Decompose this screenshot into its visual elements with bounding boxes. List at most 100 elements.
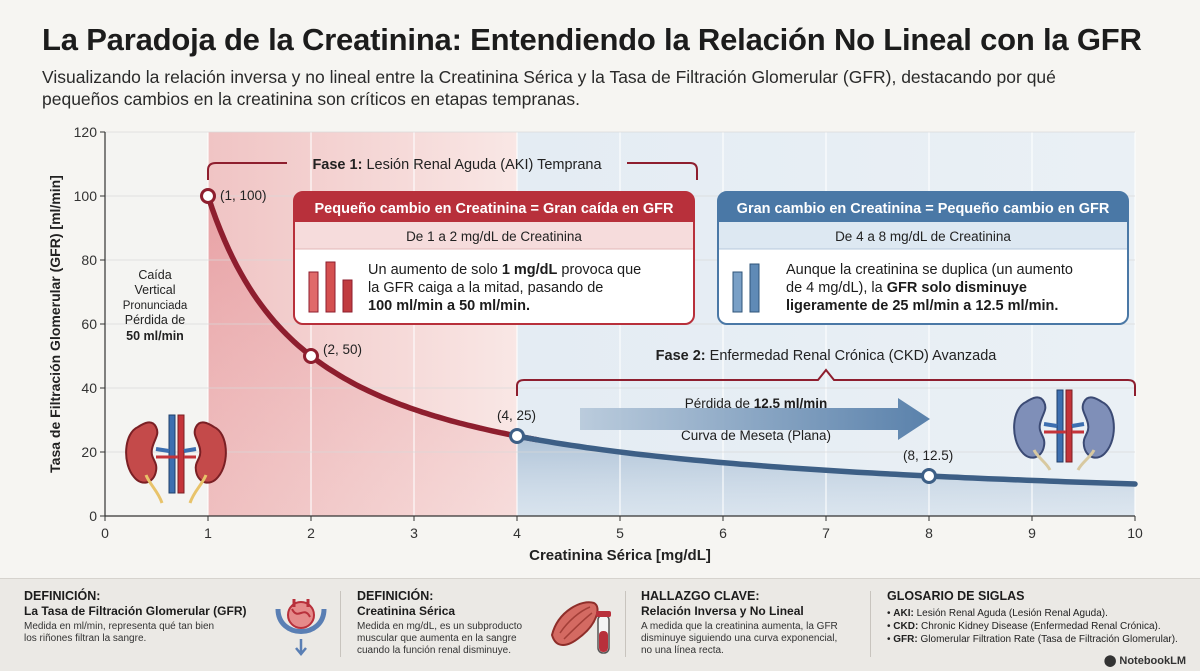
data-point-1 [303, 348, 319, 364]
footer-col1-heading: DEFINICIÓN: [24, 589, 101, 603]
large-change-box-header: Gran cambio en Creatinina = Pequeño camb… [737, 201, 1110, 217]
footer-separator-3 [870, 591, 871, 657]
bar-chart-steady-icon [732, 263, 760, 313]
large-change-box-line-1: Aunque la creatinina se duplica (un aume… [786, 262, 1073, 278]
small-change-box-header: Pequeño cambio en Creatinina = Gran caíd… [315, 201, 674, 217]
footer-col3-subheading: Relación Inversa y No Lineal [641, 604, 804, 618]
area-under-curve-phase-1 [208, 196, 517, 516]
damaged-kidneys-icon [1013, 389, 1115, 471]
small-change-box-line-1: Un aumento de solo 1 mg/dL provoca que [368, 262, 641, 278]
brand-name: NotebookLM [1119, 655, 1186, 667]
large-change-box: Gran cambio en Creatinina = Pequeño camb… [717, 191, 1129, 325]
drop-line-4: Pérdida de [125, 313, 186, 327]
footer-col3-line1: A medida que la creatinina aumenta, la G… [641, 621, 838, 632]
small-change-line1-a: Un aumento de solo [368, 262, 502, 278]
subtitle-line-2: pequeños cambios en la creatinina son cr… [42, 89, 580, 109]
footer-panel: DEFINICIÓN: La Tasa de Filtración Glomer… [0, 578, 1200, 671]
large-change-box-line-3: ligeramente de 25 ml/min a 12.5 ml/min. [786, 298, 1058, 314]
small-change-line1-c: provoca que [557, 262, 641, 278]
small-change-box-line-3: 100 ml/min a 50 ml/min. [368, 298, 530, 314]
data-point-2 [509, 428, 525, 444]
gfr-chart: 0 1 2 3 4 5 6 7 8 9 10 0 20 40 60 80 100 120 Creatinina … [47, 124, 1143, 564]
glossary-text-gfr: Glomerular Filtration Rate (Tasa de Filt… [917, 634, 1178, 645]
phase-1-bracket [207, 162, 698, 180]
footer-col1-line1: Medida en ml/min, representa qué tan bie… [24, 621, 215, 632]
gfr-curve-phase-2 [514, 433, 1138, 487]
data-point-label-1: (2, 50) [323, 342, 362, 357]
large-change-line2-a: de 4 mg/dL), la [786, 280, 887, 296]
glossary-item-ckd: • CKD: Chronic Kidney Disease (Enfermeda… [887, 621, 1161, 632]
footer-glossary: GLOSARIO DE SIGLAS • AKI: Lesión Renal A… [887, 589, 1192, 646]
footer-gfr-definition: DEFINICIÓN: La Tasa de Filtración Glomer… [24, 589, 279, 645]
x-tick-label-5: 5 [616, 525, 624, 541]
data-point-3 [921, 468, 937, 484]
y-tick-label-0: 0 [89, 508, 97, 524]
plateau-arrow [580, 398, 930, 440]
y-tick-label-6: 120 [74, 124, 98, 140]
footer-col3-heading: HALLAZGO CLAVE: [641, 589, 760, 603]
y-axis-label: Tasa de Filtración Glomerular (GFR) [ml/… [47, 175, 63, 473]
footer-col2-line3: cuando la función renal disminuye. [357, 645, 511, 656]
x-tick-label-2: 2 [307, 525, 315, 541]
glossary-text-aki: Lesión Renal Aguda (Lesión Renal Aguda). [913, 608, 1108, 619]
phase-1-label-bold: Fase 1: [312, 157, 362, 173]
glossary-item-aki: • AKI: Lesión Renal Aguda (Lesión Renal … [887, 608, 1108, 619]
page-subtitle: Visualizando la relación inversa y no li… [42, 66, 1152, 110]
x-tick-label-8: 8 [925, 525, 933, 541]
footer-col1-subheading: La Tasa de Filtración Glomerular (GFR) [24, 604, 247, 618]
y-tick-label-1: 20 [81, 444, 97, 460]
x-tick-label-7: 7 [822, 525, 830, 541]
x-axis-ticks: 0 1 2 3 4 5 6 7 8 9 10 [101, 516, 1143, 541]
glomerulus-icon [275, 599, 327, 656]
large-change-box-line-2: de 4 mg/dL), la GFR solo disminuye [786, 280, 1027, 296]
gfr-curve-phase-1 [205, 193, 541, 443]
large-change-line2-b: GFR solo disminuye [887, 280, 1027, 296]
glossary-item-gfr: • GFR: Glomerular Filtration Rate (Tasa … [887, 634, 1178, 645]
data-point-label-2: (4, 25) [497, 408, 536, 423]
large-change-box-sub: De 4 a 8 mg/dL de Creatinina [835, 229, 1011, 244]
y-axis-ticks: 0 20 40 60 80 100 120 [74, 124, 105, 524]
y-tick-label-4: 80 [81, 252, 97, 268]
phase-2-label: Fase 2: Enfermedad Renal Crónica (CKD) A… [656, 348, 998, 364]
notebooklm-brand: ⬤ NotebookLM [1104, 654, 1186, 667]
footer-col3-line2: disminuye siguiendo una curva exponencia… [641, 633, 838, 644]
plateau-loss-bold: 12.5 ml/min [754, 396, 828, 411]
plateau-loss-label: Pérdida de 12.5 ml/min [685, 396, 828, 411]
subtitle-line-1: Visualizando la relación inversa y no li… [42, 67, 1056, 87]
glossary-text-ckd: Chronic Kidney Disease (Enfermedad Renal… [918, 621, 1161, 632]
footer-separator-1 [340, 591, 341, 657]
drop-line-5: 50 ml/min [126, 329, 184, 343]
drop-line-3: Pronunciada [123, 300, 188, 312]
small-change-box-sub: De 1 a 2 mg/dL de Creatinina [406, 229, 582, 244]
small-change-box-line-2: la GFR caiga a la mitad, pasando de [368, 280, 603, 296]
phase-2-bracket [516, 368, 1136, 396]
x-tick-label-4: 4 [513, 525, 521, 541]
phase-1-label: Fase 1: Lesión Renal Aguda (AKI) Tempran… [312, 157, 602, 173]
footer-col2-line1: Medida en mg/dL, es un subproducto [357, 621, 523, 632]
vertical-drop-annotation: Caída Vertical Pronunciada Pérdida de 50… [123, 268, 188, 343]
bar-chart-down-icon [308, 261, 353, 313]
footer-col2-subheading: Creatinina Sérica [357, 604, 456, 618]
x-tick-label-6: 6 [719, 525, 727, 541]
glossary-abbr-gfr: GFR: [893, 634, 918, 645]
small-change-box: Pequeño cambio en Creatinina = Gran caíd… [293, 191, 695, 325]
footer-creatinine-definition: DEFINICIÓN: Creatinina Sérica Medida en … [357, 589, 557, 657]
data-point-label-3: (8, 12.5) [903, 448, 953, 463]
data-point-label-0: (1, 100) [220, 188, 267, 203]
phase-2-label-text: Enfermedad Renal Crónica (CKD) Avanzada [706, 348, 998, 364]
x-tick-label-1: 1 [204, 525, 212, 541]
muscle-and-blood-tube-icon [550, 601, 611, 654]
footer-col4-heading: GLOSARIO DE SIGLAS [887, 589, 1025, 603]
glossary-abbr-aki: AKI: [893, 608, 914, 619]
healthy-kidneys-icon [125, 414, 227, 504]
data-points: (1, 100) (2, 50) (4, 25) (8, 12.5) [200, 188, 953, 484]
plateau-curve-label: Curva de Meseta (Plana) [681, 428, 831, 443]
page-title: La Paradoja de la Creatinina: Entendiend… [42, 22, 1142, 57]
phase-1-label-text: Lesión Renal Aguda (AKI) Temprana [362, 157, 602, 173]
drop-line-2: Vertical [135, 283, 176, 297]
phase-2-label-bold: Fase 2: [656, 348, 706, 364]
small-change-line1-b: 1 mg/dL [502, 262, 558, 278]
brand-logo-icon: ⬤ [1104, 655, 1120, 667]
glossary-abbr-ckd: CKD: [893, 621, 919, 632]
footer-separator-2 [625, 591, 626, 657]
